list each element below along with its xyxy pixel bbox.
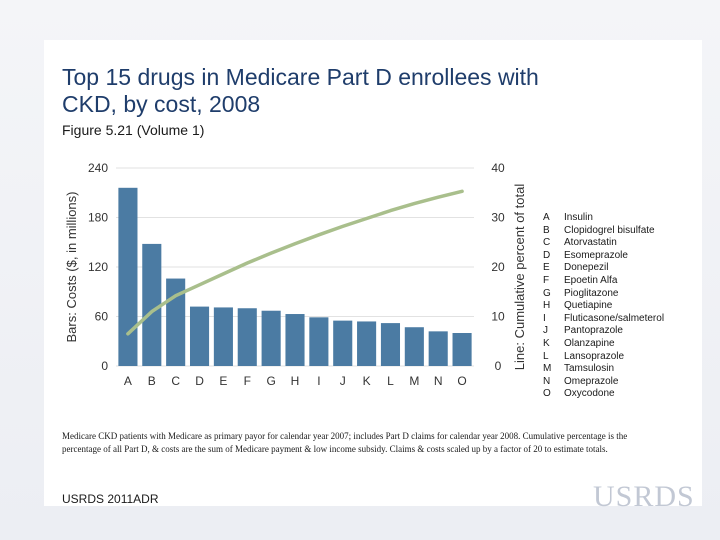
- usrds-logo: USRDS: [593, 480, 695, 513]
- legend-key: M: [543, 363, 552, 375]
- cumulative-line: [126, 189, 464, 336]
- legend-key: D: [543, 249, 551, 261]
- bar-h: [285, 314, 305, 366]
- x-tick-label: D: [195, 374, 204, 388]
- bar-d: [189, 306, 210, 366]
- x-tick-label: G: [266, 374, 275, 388]
- source-label: USRDS 2011ADR: [62, 492, 159, 506]
- legend-item-a: A Insulin: [543, 212, 664, 225]
- legend-item-i: I Fluticasone/salmeterol: [543, 313, 664, 326]
- y-tick-label: 0: [101, 359, 108, 373]
- legend-item-c: C Atorvastatin: [543, 237, 664, 250]
- legend-item-n: N Omeprazole: [543, 376, 664, 389]
- bar-b: [142, 243, 162, 366]
- y2-tick-label: 0: [495, 359, 502, 373]
- legend-label: Lansoprazole: [564, 350, 625, 362]
- legend-item-f: F Epoetin Alfa: [543, 275, 664, 288]
- x-tick-label: B: [148, 374, 156, 388]
- bar-i: [309, 317, 329, 366]
- legend-label: Quetiapine: [564, 300, 613, 312]
- x-tick-label: I: [317, 374, 320, 388]
- legend-key: B: [543, 224, 550, 236]
- legend-key: E: [543, 262, 550, 274]
- legend-label: Esomeprazole: [564, 249, 628, 261]
- bar-e: [213, 307, 233, 366]
- legend-label: Atorvastatin: [564, 237, 617, 249]
- page-title: Top 15 drugs in Medicare Part D enrollee…: [62, 64, 539, 117]
- legend-item-l: L Lansoprazole: [543, 351, 664, 364]
- x-tick-label: O: [457, 374, 466, 388]
- legend-label: Epoetin Alfa: [564, 274, 618, 286]
- y2-tick-label: 20: [491, 260, 505, 274]
- legend-item-e: E Donepezil: [543, 262, 664, 275]
- bar-f: [237, 308, 257, 366]
- drug-legend: A Insulin B Clopidogrel bisulfate C Atorvasta…: [543, 212, 664, 401]
- legend-key: I: [543, 312, 546, 324]
- x-tick-label: K: [363, 374, 371, 388]
- y-tick-label: 120: [88, 260, 108, 274]
- x-tick-label: F: [244, 374, 251, 388]
- legend-key: H: [543, 300, 551, 312]
- legend-key: A: [543, 212, 550, 223]
- x-tick-label: J: [340, 374, 346, 388]
- legend-key: F: [543, 274, 550, 286]
- legend-label: Oxycodone: [564, 388, 615, 400]
- legend-label: Fluticasone/salmeterol: [564, 312, 665, 324]
- y-axis-title: Bars: Costs ($, in millions): [64, 192, 79, 343]
- bar-k: [357, 321, 377, 366]
- legend-label: Olanzapine: [564, 337, 615, 349]
- legend-key: G: [543, 287, 551, 299]
- x-tick-label: L: [387, 374, 394, 388]
- legend-item-g: G Pioglitazone: [543, 288, 664, 301]
- legend-label: Insulin: [564, 212, 593, 223]
- legend-label: Clopidogrel bisulfate: [564, 224, 655, 236]
- x-tick-label: M: [409, 374, 419, 388]
- legend-item-m: M Tamsulosin: [543, 363, 664, 376]
- legend-key: O: [543, 388, 551, 400]
- legend-key: L: [543, 350, 549, 362]
- y2-tick-label: 10: [491, 310, 505, 324]
- legend-key: N: [543, 375, 551, 387]
- x-tick-label: N: [434, 374, 443, 388]
- legend-key: C: [543, 237, 551, 249]
- y2-tick-label: 40: [491, 161, 505, 175]
- y2-axis-title: Line: Cumulative percent of total: [512, 184, 527, 371]
- legend-item-j: J Pantoprazole: [543, 325, 664, 338]
- figure-note: Medicare CKD patients with Medicare as p…: [62, 431, 628, 454]
- legend-label: Tamsulosin: [564, 363, 615, 375]
- legend-item-h: H Quetiapine: [543, 300, 664, 313]
- bar-m: [404, 327, 424, 366]
- legend-item-k: K Olanzapine: [543, 338, 664, 351]
- y-tick-label: 180: [88, 211, 108, 225]
- y2-tick-label: 30: [491, 211, 505, 225]
- x-tick-label: C: [171, 374, 180, 388]
- x-tick-label: E: [219, 374, 227, 388]
- x-tick-label: H: [291, 374, 300, 388]
- chart-svg: 0 60 120 180 240 0 10 20 30 40 A B C D E F G H I J K L M N O Bars…: [64, 161, 527, 388]
- figure-subtitle: Figure 5.21 (Volume 1): [62, 122, 205, 138]
- y-tick-label: 240: [88, 161, 108, 175]
- legend-item-o: O Oxycodone: [543, 388, 664, 401]
- legend-label: Donepezil: [564, 262, 609, 274]
- legend-label: Omeprazole: [564, 375, 619, 387]
- legend-key: J: [543, 325, 548, 337]
- legend-label: Pioglitazone: [564, 287, 619, 299]
- bar-l: [380, 323, 401, 366]
- legend-label: Pantoprazole: [564, 325, 623, 337]
- bar-j: [333, 320, 353, 366]
- x-tick-label: A: [124, 374, 132, 388]
- bar-g: [261, 310, 281, 366]
- legend-key: K: [543, 337, 550, 349]
- bar-a: [118, 187, 138, 366]
- y-tick-label: 60: [95, 310, 109, 324]
- legend-item-b: B Clopidogrel bisulfate: [543, 225, 664, 238]
- bar-o: [452, 333, 472, 366]
- bar-n: [428, 331, 448, 366]
- legend-item-d: D Esomeprazole: [543, 250, 664, 263]
